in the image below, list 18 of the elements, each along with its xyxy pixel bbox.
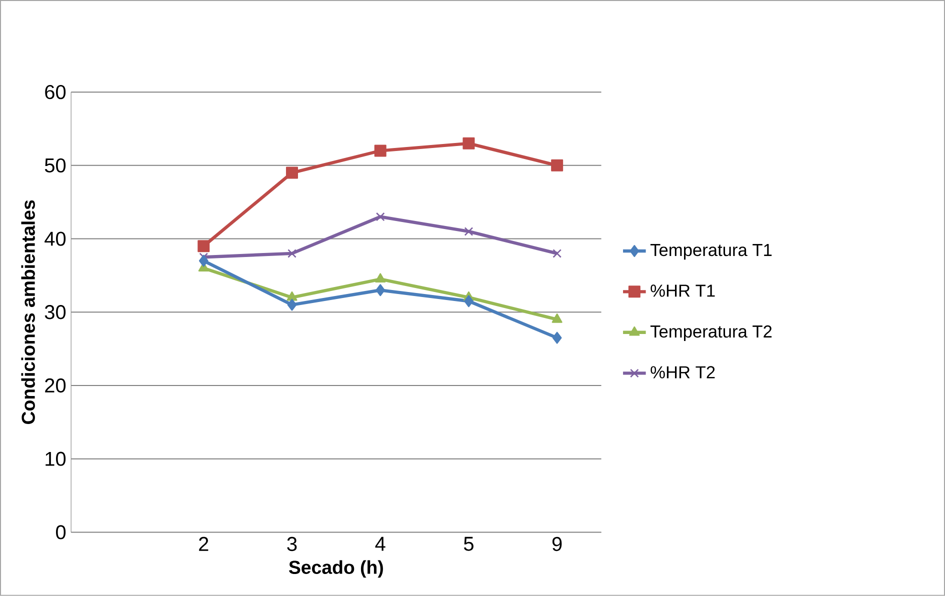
y-tick-label: 10 [46, 452, 66, 466]
y-tick-label: 40 [44, 232, 66, 246]
x-tick-label: 3 [287, 536, 297, 552]
y-tick-label: 30 [44, 305, 66, 320]
x-tick-label: 9 [552, 536, 562, 552]
y-tick-label: 20 [45, 378, 66, 393]
x-tick-label: 4 [375, 536, 386, 551]
legend-label: %HR T2 [650, 366, 715, 378]
y-tick-label: 0 [56, 525, 66, 540]
legend-label: Temperatura T2 [650, 325, 772, 342]
legend-label: %HR T1 [650, 284, 715, 297]
x-tick-label: 5 [464, 536, 474, 551]
legend-label: Temperatura T1 [650, 244, 772, 260]
y-axis-title: Condiciones ambientales [21, 200, 35, 424]
y-tick-label: 50 [44, 158, 66, 173]
x-axis-title: Secado (h) [288, 560, 383, 578]
y-tick-label: 60 [45, 85, 66, 100]
x-tick-label: 2 [199, 536, 208, 551]
